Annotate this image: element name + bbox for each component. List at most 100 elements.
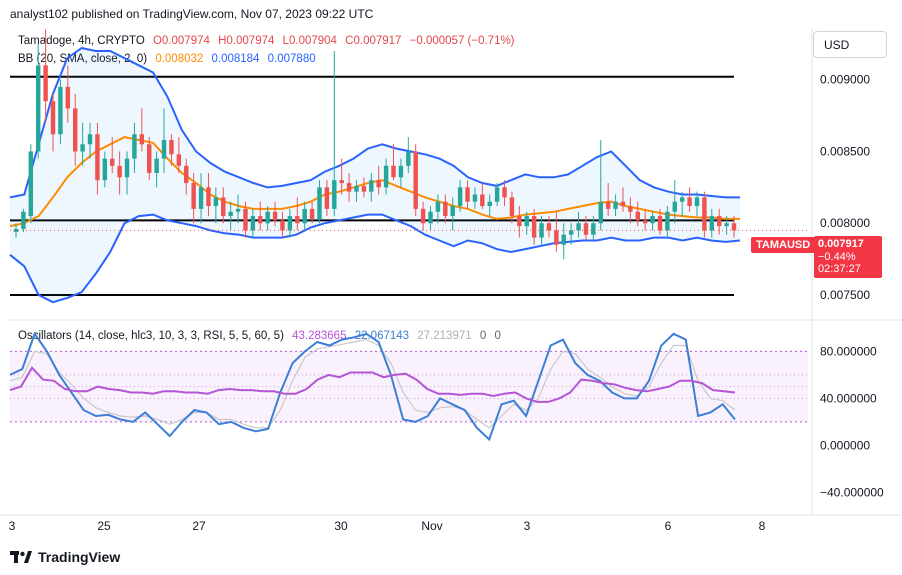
candle xyxy=(583,216,589,241)
candle-body xyxy=(43,65,48,102)
candle xyxy=(709,208,715,238)
candle-body xyxy=(398,165,404,178)
candle-body xyxy=(361,185,367,192)
candle-body xyxy=(605,201,611,209)
candle xyxy=(213,187,219,224)
candle xyxy=(687,187,692,212)
close-value: C0.007917 xyxy=(345,35,402,47)
candle-body xyxy=(28,151,34,217)
candle-body xyxy=(568,230,574,235)
bb-upper-value: 0.008184 xyxy=(211,53,260,65)
candle xyxy=(554,211,559,252)
bb-basis-value: 0.008032 xyxy=(155,53,204,65)
candle-body xyxy=(213,197,219,207)
symbol-title[interactable]: Tamadoge, 4h, CRYPTO xyxy=(18,35,145,47)
bb-lower-value: 0.007880 xyxy=(267,53,316,65)
candle xyxy=(435,194,441,224)
candle xyxy=(272,201,278,227)
candle-body xyxy=(724,223,729,227)
low-value: L0.007904 xyxy=(282,35,337,47)
candle xyxy=(531,208,537,245)
candle xyxy=(420,201,426,231)
candle-body xyxy=(576,223,581,231)
brand-name: TradingView xyxy=(38,549,121,565)
candle xyxy=(258,201,263,231)
time-tick-label: 8 xyxy=(759,519,766,533)
candle-body xyxy=(694,197,700,207)
bb-legend: BB (20, SMA, close, 2, 0) 0.008032 0.008… xyxy=(18,53,321,65)
candle xyxy=(361,177,367,198)
candle xyxy=(184,158,189,195)
candle-body xyxy=(620,201,626,207)
osc-d-value: 27.213971 xyxy=(417,330,472,342)
candle-body xyxy=(309,208,315,219)
candle-body xyxy=(154,158,159,173)
price-tick-label: 0.008000 xyxy=(820,216,870,230)
candle xyxy=(716,208,722,235)
candle xyxy=(568,223,574,245)
time-tick-label: 3 xyxy=(9,519,16,533)
candle-body xyxy=(650,216,655,224)
bb-label[interactable]: BB (20, SMA, close, 2, 0) xyxy=(18,53,147,65)
candle-body xyxy=(58,86,63,135)
candle xyxy=(147,137,152,181)
candle-body xyxy=(487,201,492,207)
bb-basis-line xyxy=(9,136,740,228)
candle xyxy=(102,151,108,188)
bb-lower-line xyxy=(9,213,741,304)
osc-rsi-line xyxy=(9,366,736,403)
candle-body xyxy=(339,180,344,184)
candle-body xyxy=(391,165,396,178)
candle xyxy=(295,197,300,231)
candle-body xyxy=(480,194,485,207)
candle xyxy=(132,122,137,173)
candle-body xyxy=(591,223,596,235)
candle-body xyxy=(709,216,715,231)
candle-body xyxy=(102,158,108,181)
candle-body xyxy=(413,151,418,209)
candle-body xyxy=(258,216,263,224)
candle xyxy=(124,151,130,195)
candle xyxy=(332,50,337,217)
candle xyxy=(139,108,145,152)
candle-body xyxy=(642,220,648,224)
candle-body xyxy=(598,201,603,224)
candle xyxy=(620,187,626,212)
time-tick-label: 30 xyxy=(334,519,348,533)
candle xyxy=(280,211,285,238)
time-tick-label: 3 xyxy=(524,519,531,533)
candle-body xyxy=(332,180,337,209)
oscillator-pane xyxy=(9,331,808,442)
candle-body xyxy=(124,158,130,178)
candle-body xyxy=(302,208,307,224)
currency-button[interactable]: USD xyxy=(813,31,887,58)
candle-body xyxy=(117,165,122,178)
candle-body xyxy=(457,187,463,207)
candle xyxy=(694,191,700,217)
candle xyxy=(369,173,374,202)
candle xyxy=(13,223,19,238)
time-tick-label: 6 xyxy=(665,519,672,533)
candle-body xyxy=(87,134,93,145)
high-value: H0.007974 xyxy=(218,35,275,47)
candle xyxy=(28,144,34,224)
candle xyxy=(265,206,270,231)
candle xyxy=(480,183,485,209)
candle-body xyxy=(731,223,737,231)
published-header: analyst102 published on TradingView.com,… xyxy=(10,7,374,21)
time-tick-label: 27 xyxy=(192,519,206,533)
candle-body xyxy=(184,165,189,184)
time-tick-label: 25 xyxy=(97,519,111,533)
candle xyxy=(657,208,663,235)
candle-body xyxy=(517,216,522,227)
oscillator-legend: Oscillators (14, close, hlc3, 10, 3, 3, … xyxy=(18,330,506,342)
time-tick-label: Nov xyxy=(421,519,442,533)
tradingview-brand[interactable]: TradingView xyxy=(10,549,120,565)
candle xyxy=(176,137,182,173)
osc-k-line xyxy=(9,331,736,442)
candle-body xyxy=(228,211,233,217)
candle xyxy=(383,158,389,195)
candle-body xyxy=(346,183,352,192)
osc-label[interactable]: Oscillators (14, close, hlc3, 10, 3, 3, … xyxy=(18,330,284,342)
